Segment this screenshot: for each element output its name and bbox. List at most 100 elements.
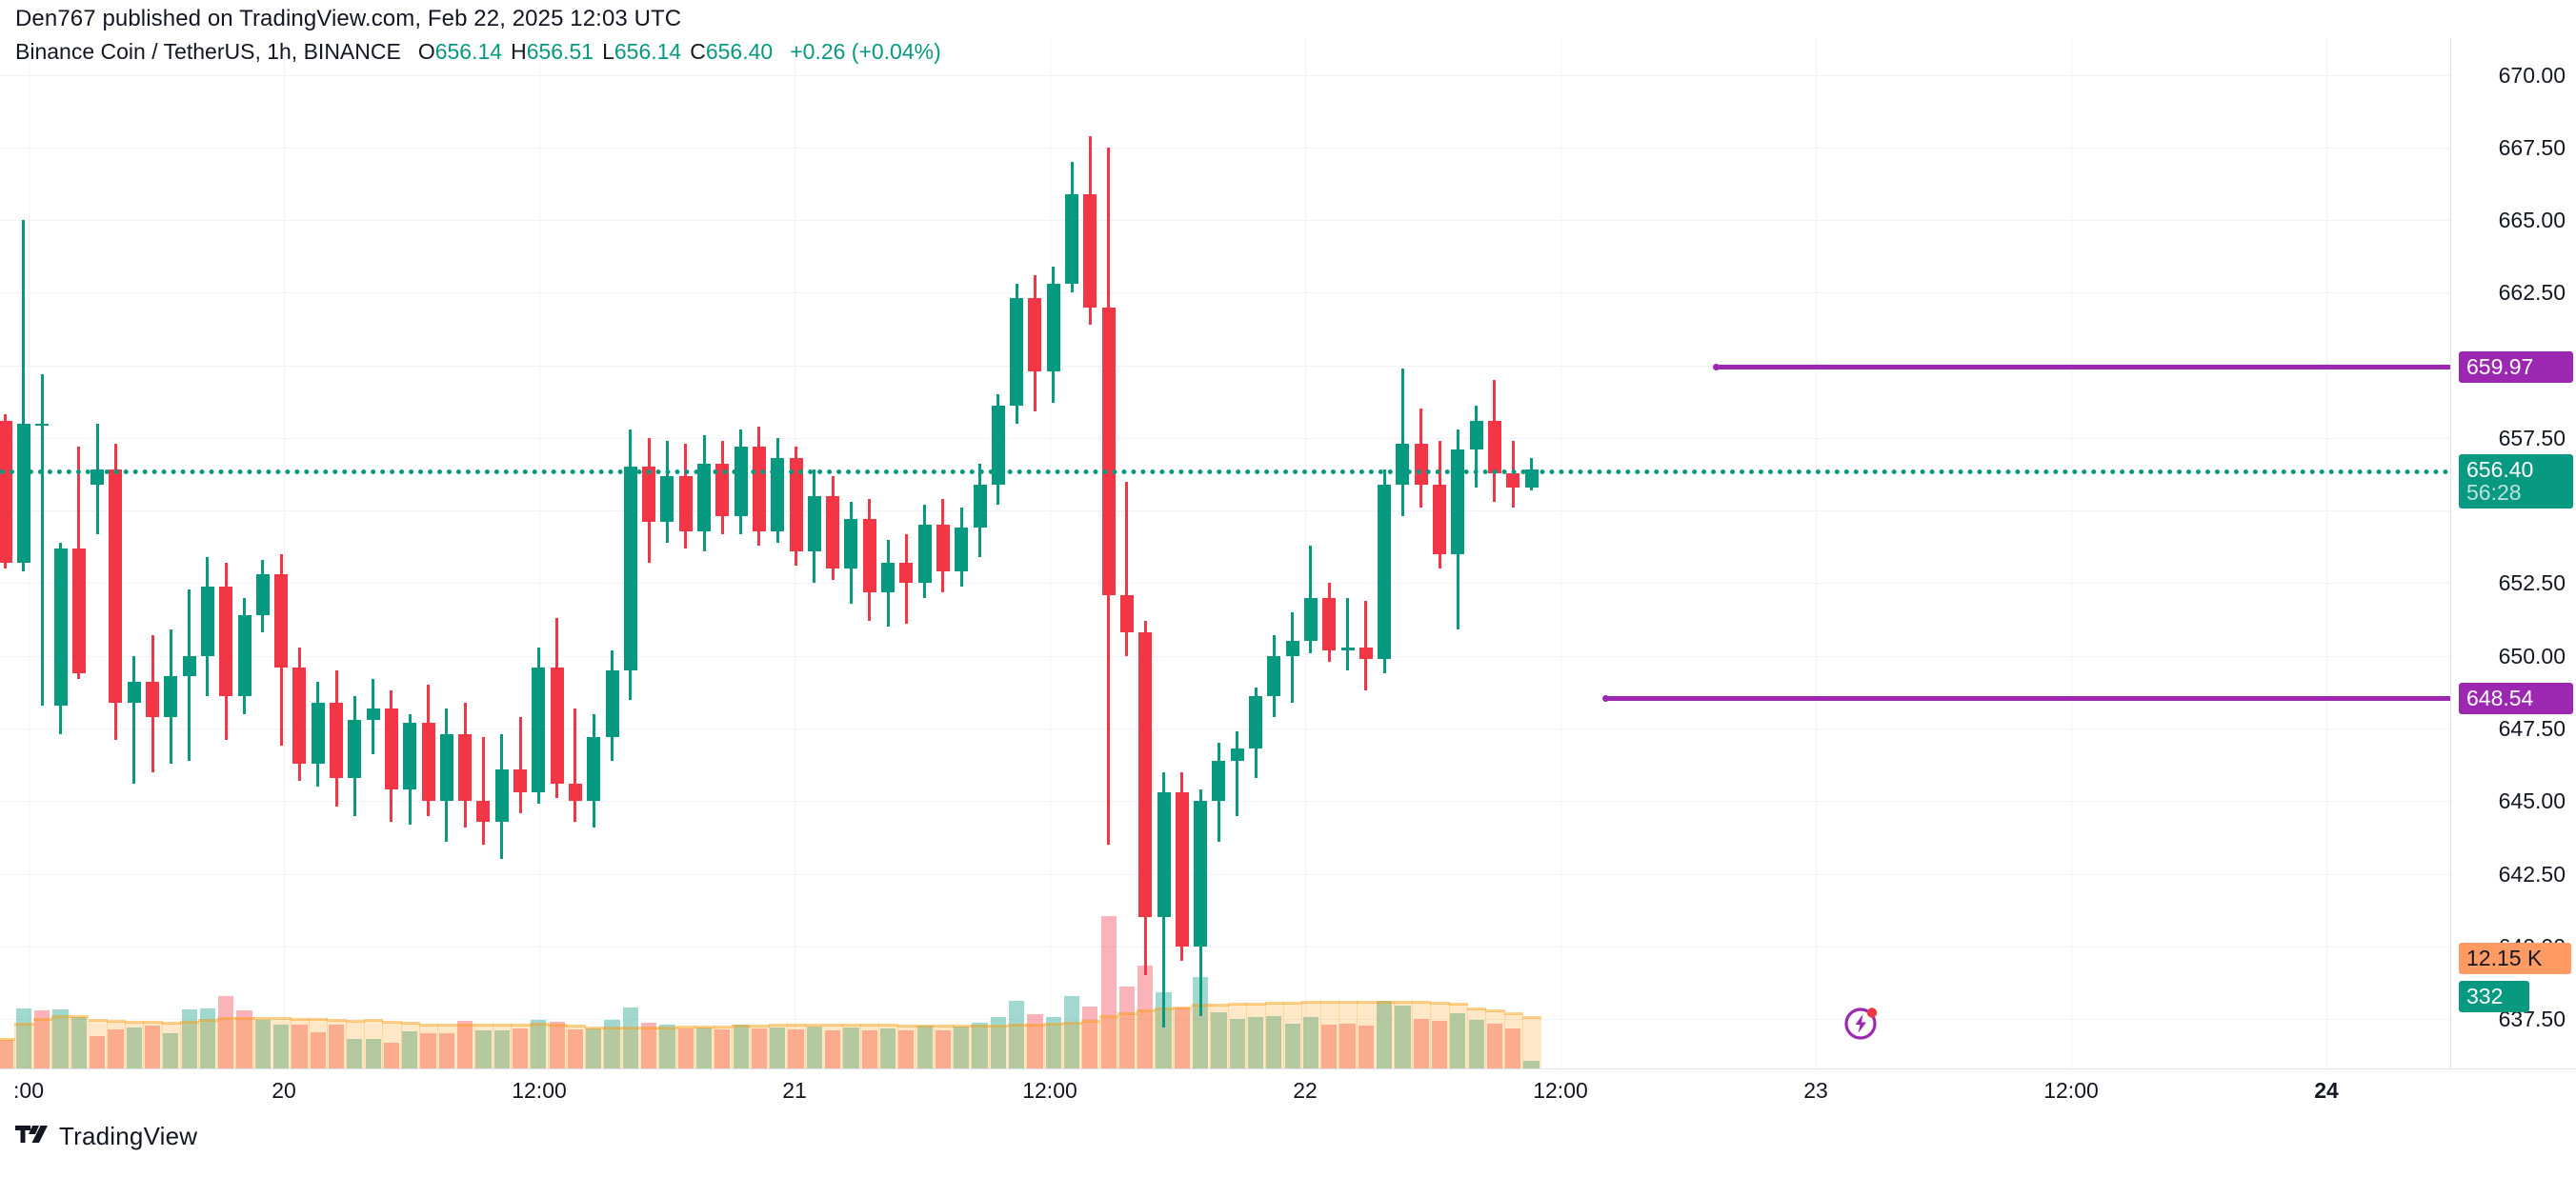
volume-ma-line [934, 1024, 954, 1027]
price-axis[interactable]: 670.00 667.50 665.00 662.50 657.50 652.50 650.… [2450, 38, 2576, 1068]
candle-body [807, 495, 821, 551]
price-axis-tick: 650.00 [2498, 643, 2566, 668]
volume-bar [1339, 1023, 1356, 1068]
volume-ma-fill [1357, 1003, 1377, 1068]
gridline-horizontal [0, 947, 2450, 948]
volume-ma-line [125, 1020, 145, 1024]
volume-ma-line [916, 1024, 936, 1027]
legend-open-label: O [417, 39, 435, 64]
time-axis-tick: 22 [1293, 1078, 1318, 1103]
volume-ma-line [823, 1024, 843, 1027]
volume-ma-fill [621, 1027, 641, 1068]
volume-ma-line [1338, 1000, 1358, 1004]
volume-ma-fill [1430, 1004, 1450, 1068]
candle-body [697, 464, 712, 531]
volume-ma-fill [106, 1021, 127, 1068]
volume-bar [1229, 1019, 1245, 1068]
volume-ma-fill [1209, 1005, 1230, 1068]
volume-last-value[interactable]: 332 [2459, 981, 2529, 1012]
volume-ma-fill [952, 1026, 972, 1068]
gridline-vertical [539, 38, 540, 1068]
resistance-ray[interactable] [1715, 364, 2450, 369]
candle-body [660, 475, 674, 523]
legend-change: +0.26 (+0.04%) [790, 39, 941, 64]
volume-bar [52, 1009, 69, 1068]
volume-ma-fill [916, 1026, 936, 1068]
volume-ma-line [1228, 1003, 1248, 1007]
volume-bar [549, 1021, 565, 1068]
time-axis-tick: 12:00 [2043, 1078, 2099, 1103]
volume-bar [714, 1029, 731, 1068]
support-ray[interactable] [1604, 696, 2450, 702]
candle-body [1469, 420, 1483, 450]
volume-bar [1395, 1006, 1411, 1068]
resistance-ray-price[interactable]: 659.97 [2459, 350, 2573, 383]
candle-body [403, 722, 417, 790]
candle-body [1083, 193, 1097, 308]
volume-ma-line [216, 1017, 236, 1021]
candle-body [844, 519, 858, 569]
resistance-ray-handle[interactable] [1712, 363, 1720, 370]
volume-ma-fill [1117, 1014, 1137, 1068]
volume-ma-fill [896, 1026, 916, 1068]
candle-body [330, 702, 344, 778]
volume-ma-fill [584, 1027, 604, 1068]
volume-ma-line [1117, 1012, 1137, 1016]
volume-ma-line [1393, 1000, 1414, 1004]
volume-bar [1027, 1014, 1043, 1068]
volume-ma-fill [694, 1027, 714, 1068]
volume-ma-fill [88, 1020, 108, 1068]
candle-wick [1236, 731, 1239, 816]
legend-symbol[interactable]: Binance Coin / TetherUS, 1h, BINANCE [15, 39, 401, 64]
legend-open-value: 656.14 [434, 39, 503, 64]
candle-body [1340, 647, 1355, 650]
last-price[interactable]: 656.40 56:28 [2459, 454, 2573, 509]
volume-ma-value[interactable]: 12.15 K [2459, 943, 2571, 974]
chart-frame: Binance Coin / TetherUS, 1h, BINANCE O656… [0, 38, 2576, 1107]
volume-ma-line [860, 1024, 880, 1027]
volume-ma-line [1062, 1021, 1082, 1025]
support-ray-handle[interactable] [1601, 695, 1609, 703]
volume-bar [126, 1027, 142, 1068]
candle-body [991, 406, 1005, 485]
candle-body [200, 586, 214, 656]
volume-ma-line [327, 1018, 347, 1022]
price-axis-tick: 667.50 [2498, 134, 2566, 160]
price-axis-tick: 645.00 [2498, 788, 2566, 814]
volume-ma-line [841, 1024, 862, 1027]
volume-ma-fill [1173, 1008, 1193, 1068]
volume-ma-fill [437, 1026, 457, 1068]
gridline-horizontal [0, 801, 2450, 802]
volume-ma-fill [455, 1025, 475, 1068]
candle-body [0, 420, 12, 564]
volume-bar [199, 1008, 216, 1068]
volume-ma-fill [50, 1017, 71, 1068]
candle-wick [481, 737, 485, 846]
candle-body [1267, 655, 1281, 697]
volume-ma-fill [1264, 1003, 1284, 1068]
candle-body [274, 574, 289, 668]
time-axis[interactable]: :00 20 12:00 21 12:00 22 12:00 23 12:00 24 [0, 1068, 2576, 1107]
volume-ma-line [234, 1016, 255, 1020]
time-axis-tick: 12:00 [512, 1078, 567, 1103]
volume-ma-line [1448, 1002, 1468, 1006]
volume-ma-fill [750, 1026, 770, 1068]
legend-close-label: C [690, 39, 706, 64]
volume-bar [218, 996, 234, 1068]
volume-ma-fill [878, 1026, 898, 1068]
volume-ma-fill [511, 1025, 531, 1068]
alert-marker-icon[interactable] [1841, 1002, 1883, 1044]
volume-bar [292, 1025, 308, 1068]
volume-ma-fill [1467, 1009, 1487, 1068]
volume-bar [825, 1030, 841, 1068]
volume-ma-line [1357, 1001, 1377, 1005]
volume-ma-fill [198, 1021, 218, 1068]
price-pane[interactable] [0, 38, 2450, 1068]
volume-ma-fill [548, 1025, 568, 1068]
volume-ma-fill [161, 1024, 181, 1068]
time-axis-tick: 23 [1803, 1078, 1828, 1103]
volume-ma-fill [1136, 1011, 1156, 1068]
gridline-vertical [1050, 38, 1051, 1068]
support-ray-price[interactable]: 648.54 [2459, 683, 2573, 715]
candle-body [494, 768, 509, 822]
